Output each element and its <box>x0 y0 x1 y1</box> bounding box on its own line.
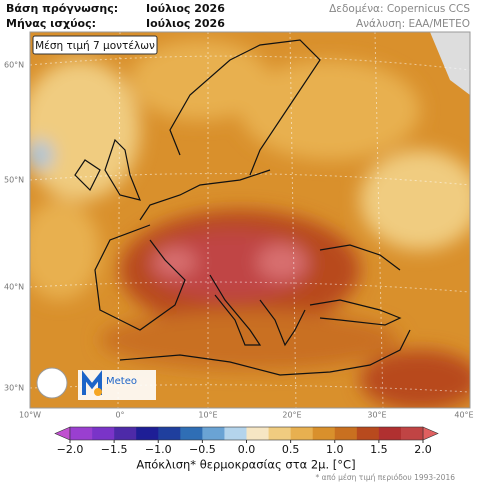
colorbar-bin <box>268 427 291 440</box>
colorbar-tick-label: −1.0 <box>145 443 172 456</box>
forecast-base-label: Βάση πρόγνωσης: <box>6 2 118 15</box>
logos: Meteo <box>36 367 156 400</box>
map <box>30 32 470 408</box>
colorbar-bin <box>400 427 424 440</box>
colorbar-bin <box>114 427 137 440</box>
logo-text: Meteo <box>106 376 137 387</box>
colorbar-bin <box>312 427 336 440</box>
colorbar-bin <box>202 427 225 440</box>
lat-label: 60°N <box>4 61 24 70</box>
lon-label: 40°E <box>454 411 473 420</box>
colorbar-bin <box>180 427 203 440</box>
lat-label: 50°N <box>4 176 24 185</box>
colorbar-bin <box>290 427 313 440</box>
colorbar-tick-label: −2.0 <box>57 443 84 456</box>
colorbar-under <box>54 426 71 441</box>
colorbar-bin <box>136 427 159 440</box>
colorbar-bin <box>334 427 358 440</box>
data-source: Δεδομένα: Copernicus CCS <box>329 3 470 15</box>
colorbar-tick-label: 0.0 <box>238 443 256 456</box>
colorbar-bin <box>378 427 402 440</box>
colorbar-label: Απόκλιση* θερμοκρασίας στα 2μ. [°C] <box>136 458 355 472</box>
colorbar-tick-label: −1.5 <box>101 443 128 456</box>
footnote: * από μέση τιμή περιόδου 1993-2016 <box>316 473 456 482</box>
colorbar-bin <box>158 427 181 440</box>
lon-label: 10°W <box>19 411 41 420</box>
caption-box <box>32 35 158 55</box>
colorbar-over <box>422 426 439 441</box>
colorbar-tick-label: 1.0 <box>326 443 344 456</box>
colorbar-bin <box>92 427 115 440</box>
colorbar-tick-label: 0.5 <box>282 443 300 456</box>
colorbar-tick-label: −0.5 <box>189 443 216 456</box>
map-frame <box>29 31 471 409</box>
lon-label: 10°E <box>198 411 217 420</box>
colorbar-bin <box>70 427 93 440</box>
colorbar-bin <box>356 427 380 440</box>
lon-label: 30°E <box>367 411 386 420</box>
colorbar-bin <box>224 427 247 440</box>
forecast-base-value: Ιούλιος 2026 <box>146 2 225 15</box>
analysis: Ανάλυση: ΕΑΑ/METEO <box>356 18 470 30</box>
lon-label: 0° <box>115 411 124 420</box>
lon-label: 20°E <box>282 411 301 420</box>
map-caption: Μέση τιμή 7 μοντέλων <box>35 40 155 52</box>
valid-month-label: Μήνας ισχύος: <box>6 17 96 30</box>
colorbar-tick-label: 1.5 <box>370 443 388 456</box>
valid-month-value: Ιούλιος 2026 <box>146 17 225 30</box>
lat-label: 30°N <box>4 384 24 393</box>
lat-label: 40°N <box>4 283 24 292</box>
colorbar-tick-label: 2.0 <box>414 443 432 456</box>
colorbar-bin <box>246 427 269 440</box>
